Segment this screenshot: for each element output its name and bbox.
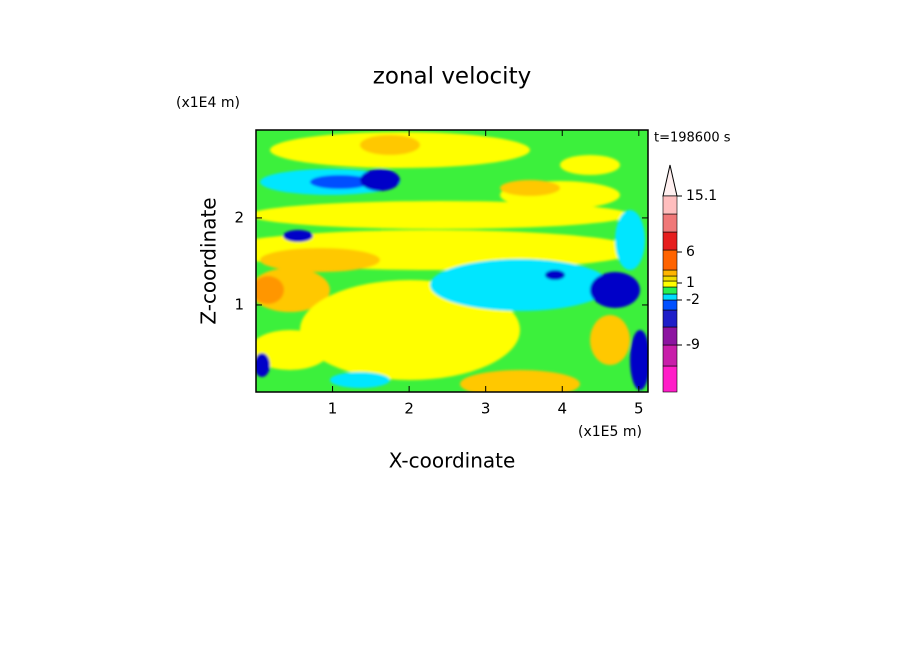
colorbar-box	[662, 195, 678, 215]
time-label: t=198600 s	[654, 131, 731, 146]
x-tick-label: 3	[481, 400, 491, 418]
x-tick-label: 2	[404, 400, 414, 418]
colorbar-box	[662, 249, 678, 271]
colorbar-box	[662, 299, 678, 311]
colorbar-box	[662, 275, 678, 282]
x-axis-label: X-coordinate	[389, 449, 516, 473]
chart-title: zonal velocity	[373, 64, 531, 90]
plot-frame	[255, 129, 649, 393]
colorbar-label: 6	[686, 244, 695, 260]
x-tick-label: 5	[634, 400, 644, 418]
colorbar-box	[662, 286, 678, 295]
x-tick-label: 1	[328, 400, 338, 418]
colorbar-box	[662, 231, 678, 251]
colorbar-extend	[662, 164, 678, 197]
y-tick-label: 1	[234, 295, 244, 313]
colorbar-box	[662, 213, 678, 233]
x-unit: (x1E5 m)	[578, 424, 642, 440]
y-axis-label: Z-coordinate	[197, 197, 221, 324]
y-tick-label: 2	[234, 208, 244, 226]
colorbar-box	[662, 309, 678, 328]
x-tick-label: 4	[557, 400, 567, 418]
colorbar-label: -9	[686, 337, 700, 353]
y-unit: (x1E4 m)	[176, 95, 240, 111]
colorbar-box	[662, 280, 678, 288]
colorbar-box	[662, 344, 678, 367]
contour-field	[256, 130, 648, 392]
colorbar-box	[662, 326, 678, 346]
colorbar-label: 15.1	[686, 188, 717, 204]
colorbar-label: 1	[686, 275, 695, 291]
colorbar-label: -2	[686, 292, 700, 308]
colorbar-box	[662, 365, 678, 393]
colorbar-box	[662, 269, 678, 277]
colorbar-box	[662, 293, 678, 301]
